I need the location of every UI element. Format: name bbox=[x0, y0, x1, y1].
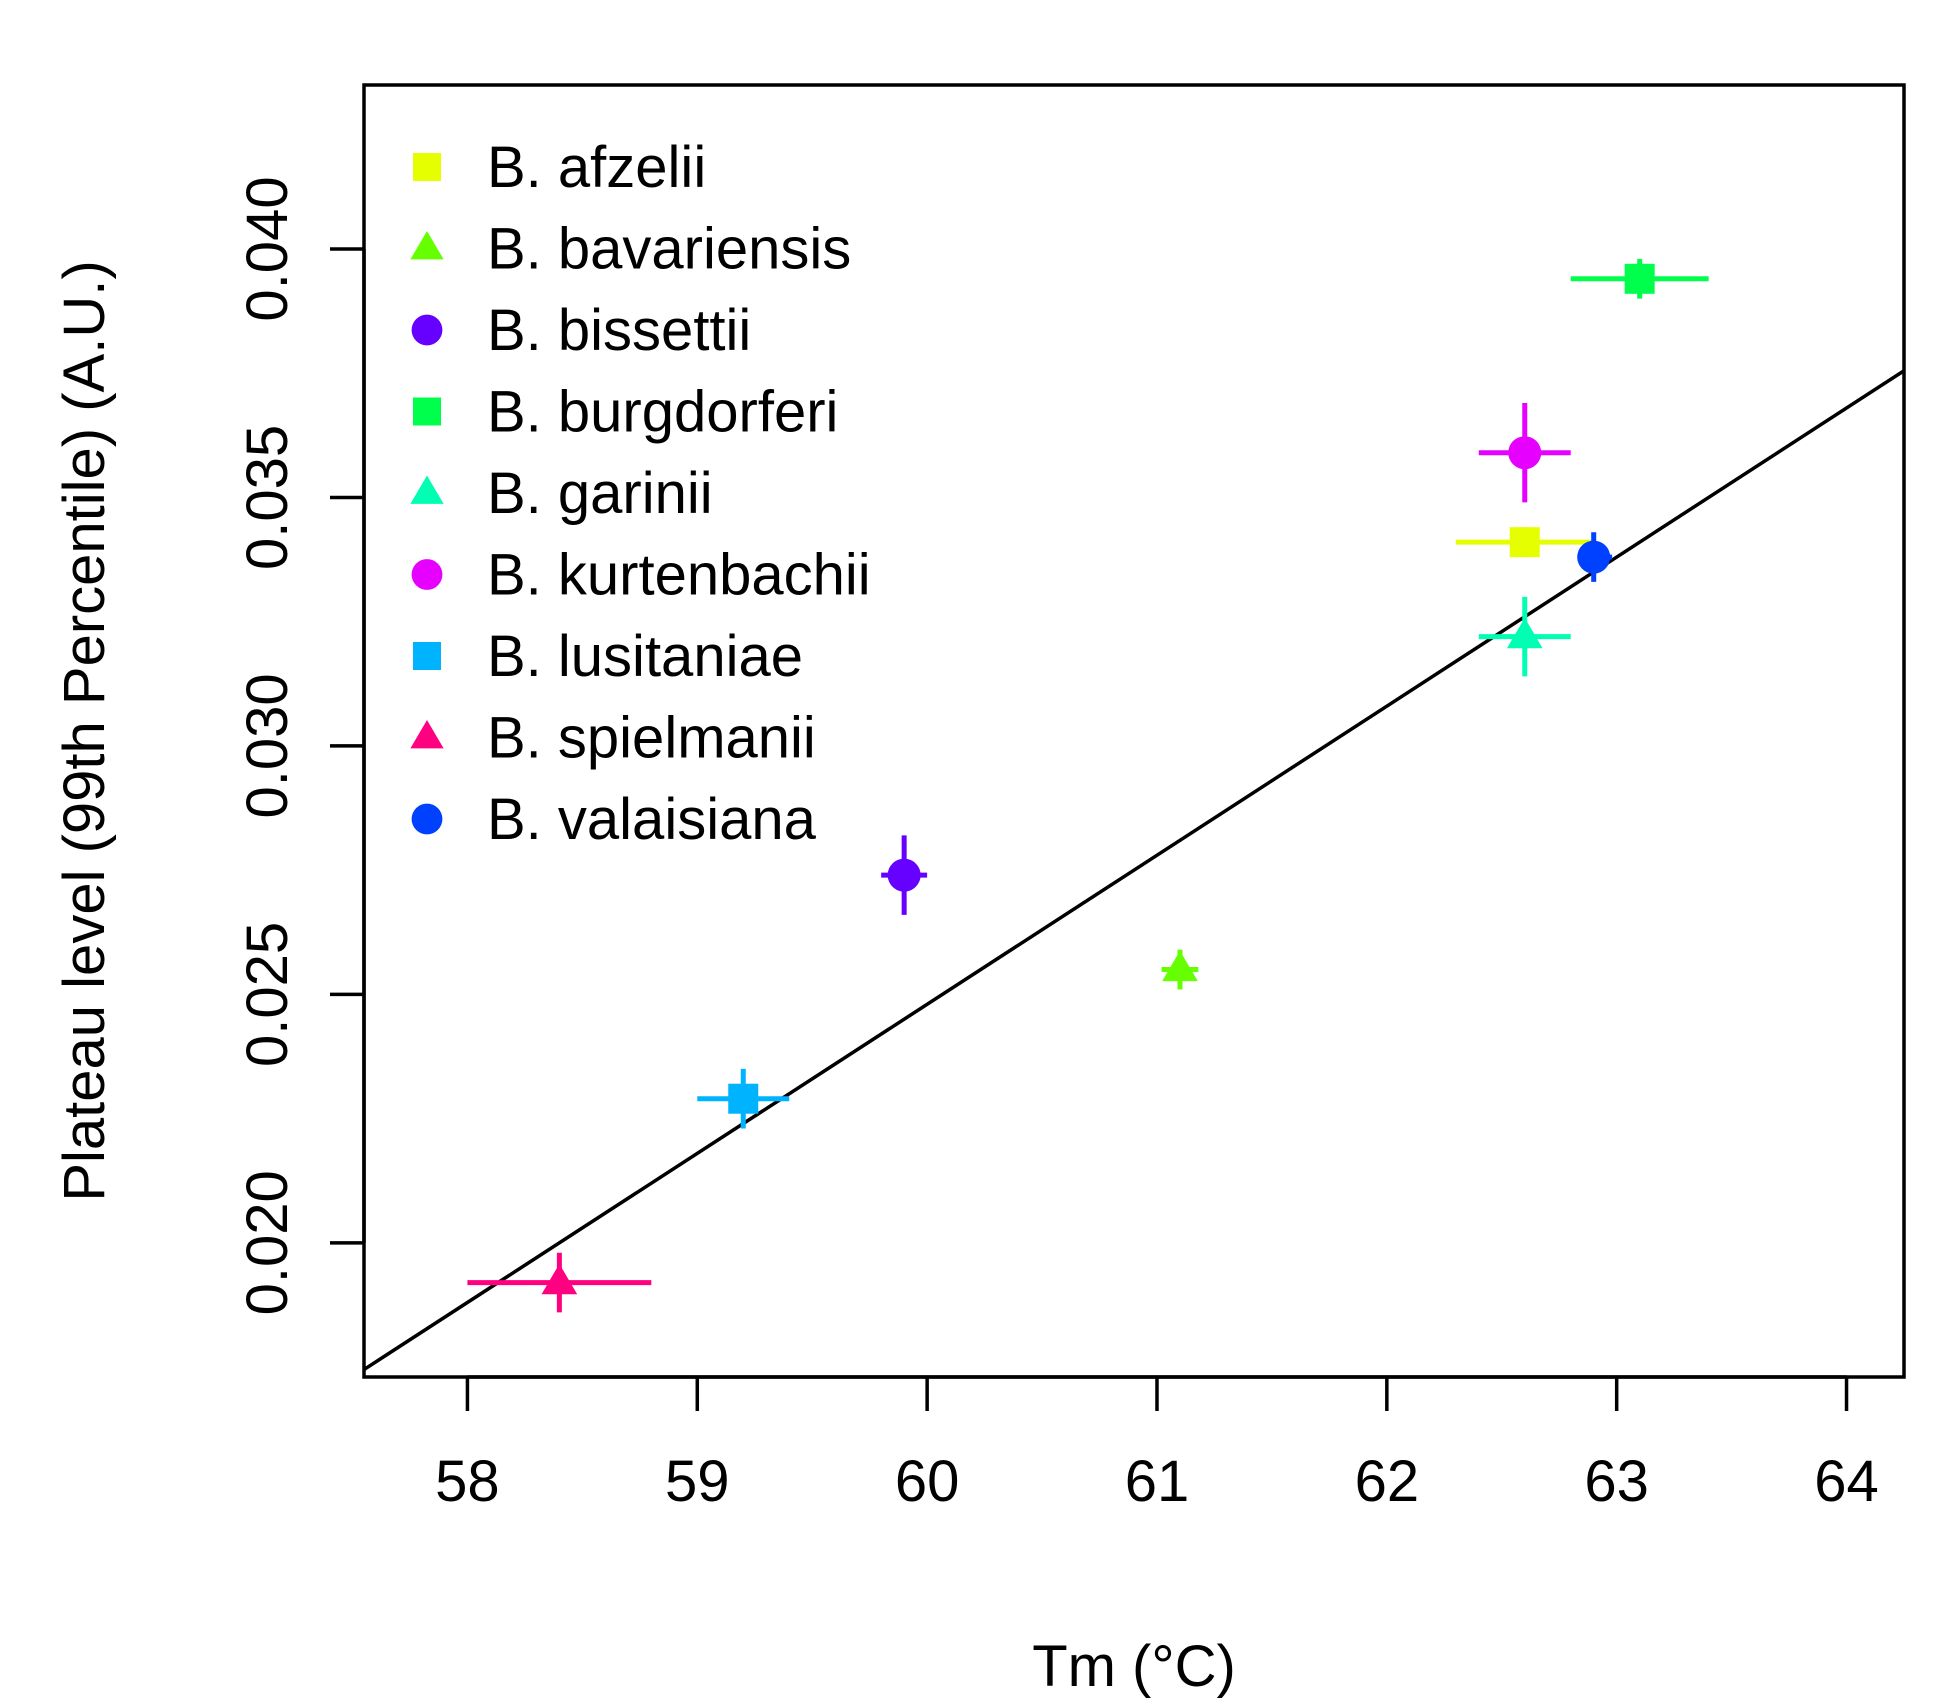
legend-label-b-afzelii: B. afzelii bbox=[487, 135, 706, 200]
point-group-b-bissettii bbox=[881, 835, 928, 915]
data-point-b-kurtenbachii bbox=[1508, 436, 1542, 470]
x-tick-label: 59 bbox=[665, 1449, 730, 1514]
legend-label-b-kurtenbachii: B. kurtenbachii bbox=[487, 543, 871, 608]
legend-marker-b-afzelii bbox=[413, 153, 441, 181]
y-tick-label: 0.030 bbox=[235, 673, 300, 818]
point-group-b-burgdorferi bbox=[1570, 258, 1709, 299]
data-point-b-bavariensis bbox=[1162, 950, 1198, 982]
x-tick-label: 61 bbox=[1125, 1449, 1190, 1514]
point-group-b-lusitaniae bbox=[697, 1068, 790, 1129]
x-tick-label: 58 bbox=[435, 1449, 500, 1514]
data-point-b-valaisiana bbox=[1577, 540, 1611, 574]
point-group-b-afzelii bbox=[1455, 527, 1594, 558]
y-axis: 0.020 0.025 0.030 0.035 0.040 bbox=[235, 176, 366, 1315]
y-tick-label: 0.040 bbox=[235, 176, 300, 321]
x-tick-label: 64 bbox=[1814, 1449, 1879, 1514]
legend-marker-b-valaisiana bbox=[411, 803, 443, 835]
legend-item-b-spielmanii: B. spielmanii bbox=[410, 706, 816, 771]
data-point-b-bissettii bbox=[887, 858, 921, 892]
legend-marker-b-burgdorferi bbox=[413, 397, 441, 426]
legend-item-b-garinii: B. garinii bbox=[410, 461, 713, 526]
x-tick-label: 63 bbox=[1584, 1449, 1649, 1514]
legend-marker-b-spielmanii bbox=[410, 720, 444, 749]
y-tick-label: 0.025 bbox=[235, 922, 300, 1067]
legend-label-b-lusitaniae: B. lusitaniae bbox=[487, 624, 803, 689]
legend-label-b-spielmanii: B. spielmanii bbox=[487, 706, 816, 771]
legend-marker-b-bavariensis bbox=[410, 231, 444, 260]
legend-marker-b-garinii bbox=[410, 475, 444, 504]
point-group-b-spielmanii bbox=[467, 1252, 652, 1313]
x-tick-label: 60 bbox=[895, 1449, 960, 1514]
legend-item-b-bissettii: B. bissettii bbox=[411, 298, 751, 363]
legend-item-b-afzelii: B. afzelii bbox=[413, 135, 706, 200]
point-group-b-kurtenbachii bbox=[1478, 403, 1571, 503]
legend-label-b-bavariensis: B. bavariensis bbox=[487, 217, 851, 282]
data-point-b-spielmanii bbox=[541, 1263, 578, 1295]
legend-label-b-garinii: B. garinii bbox=[487, 461, 713, 526]
point-group-b-garinii bbox=[1478, 596, 1571, 677]
data-point-b-afzelii bbox=[1509, 527, 1540, 558]
legend-item-b-lusitaniae: B. lusitaniae bbox=[413, 624, 803, 689]
legend-marker-b-kurtenbachii bbox=[411, 559, 443, 590]
x-axis-title: Tm (°C) bbox=[1032, 1634, 1236, 1699]
legend-label-b-burgdorferi: B. burgdorferi bbox=[487, 380, 838, 445]
x-tick-label: 62 bbox=[1355, 1449, 1420, 1514]
y-axis-title: Plateau level (99th Percentile) (A.U.) bbox=[52, 260, 117, 1201]
regression-line bbox=[364, 369, 1904, 1372]
legend-label-b-bissettii: B. bissettii bbox=[487, 298, 751, 363]
y-tick-label: 0.035 bbox=[235, 425, 300, 570]
legend-label-b-valaisiana: B. valaisiana bbox=[487, 787, 817, 852]
legend-marker-b-lusitaniae bbox=[413, 642, 441, 670]
legend: B. afzelii B. bavariensis B. bissettii B. b… bbox=[410, 135, 871, 852]
legend-marker-b-bissettii bbox=[411, 314, 443, 346]
point-group-b-valaisiana bbox=[1577, 532, 1613, 582]
legend-item-b-burgdorferi: B. burgdorferi bbox=[413, 380, 838, 445]
data-point-b-burgdorferi bbox=[1624, 263, 1655, 294]
data-point-b-lusitaniae bbox=[728, 1083, 759, 1114]
point-group-b-bavariensis bbox=[1161, 949, 1199, 990]
y-tick-label: 0.020 bbox=[235, 1170, 300, 1315]
legend-item-b-bavariensis: B. bavariensis bbox=[410, 217, 851, 282]
data-point-b-garinii bbox=[1506, 617, 1543, 649]
legend-item-b-valaisiana: B. valaisiana bbox=[411, 787, 817, 852]
x-axis: 58 59 60 61 62 63 64 bbox=[435, 1375, 1879, 1514]
legend-item-b-kurtenbachii: B. kurtenbachii bbox=[411, 543, 871, 608]
